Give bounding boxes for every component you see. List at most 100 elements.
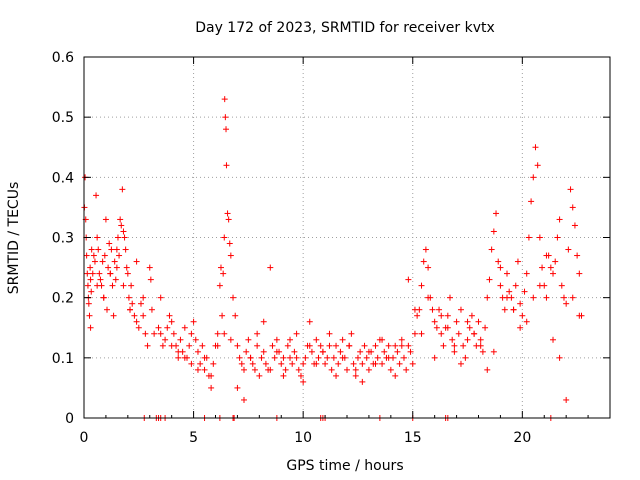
data-point (464, 336, 471, 343)
data-point (227, 336, 234, 343)
chart-title: Day 172 of 2023, SRMTID for receiver kvt… (195, 20, 495, 36)
data-point (350, 360, 357, 367)
y-tick-label: 0.2 (52, 291, 74, 307)
data-point (315, 354, 322, 361)
data-point (523, 318, 530, 325)
data-point (201, 366, 208, 373)
data-point (243, 348, 250, 355)
data-point (201, 354, 208, 361)
data-point (133, 318, 140, 325)
data-point (131, 312, 138, 319)
data-point (118, 222, 125, 229)
data-point (151, 330, 158, 337)
data-point (543, 294, 550, 301)
data-point (293, 354, 300, 361)
data-point (556, 216, 563, 223)
data-point (90, 252, 97, 259)
data-point (254, 342, 261, 349)
data-point (361, 342, 368, 349)
data-point (552, 258, 559, 265)
data-point (280, 372, 287, 379)
data-point (396, 360, 403, 367)
data-point (96, 270, 103, 277)
data-point (490, 228, 497, 235)
data-point (254, 330, 261, 337)
data-point (302, 354, 309, 361)
y-tick-label: 0.3 (52, 231, 74, 247)
data-point (236, 354, 243, 361)
data-point (457, 306, 464, 313)
data-point (155, 324, 162, 331)
data-point (124, 270, 131, 277)
data-point (88, 246, 95, 253)
x-tick-label: 0 (80, 430, 89, 446)
data-point (107, 270, 114, 277)
data-point (105, 264, 112, 271)
data-point (330, 354, 337, 361)
data-point (219, 312, 226, 319)
data-point (482, 324, 489, 331)
data-point (177, 336, 184, 343)
data-point (99, 258, 106, 265)
data-point (282, 366, 289, 373)
data-point (278, 360, 285, 367)
data-point (571, 222, 578, 229)
data-point (142, 330, 149, 337)
data-point (224, 210, 231, 217)
data-point (352, 372, 359, 379)
data-point (240, 366, 247, 373)
data-point (414, 312, 421, 319)
x-axis-title: GPS time / hours (286, 458, 403, 474)
data-point (493, 210, 500, 217)
data-point (563, 300, 570, 307)
data-point (322, 360, 329, 367)
data-point (510, 306, 517, 313)
data-point (451, 348, 458, 355)
data-point (563, 396, 570, 403)
data-point (403, 366, 410, 373)
data-point (119, 186, 126, 193)
data-point (112, 276, 119, 283)
data-point (162, 336, 169, 343)
data-point (433, 324, 440, 331)
data-point (313, 360, 320, 367)
data-point (354, 354, 361, 361)
data-point (503, 270, 510, 277)
data-point (89, 270, 96, 277)
data-point (289, 360, 296, 367)
data-point (464, 318, 471, 325)
data-point (381, 348, 388, 355)
data-point (280, 354, 287, 361)
data-point (210, 360, 217, 367)
data-point (344, 366, 350, 373)
data-point (208, 372, 215, 379)
y-tick-label: 0.6 (52, 50, 74, 66)
data-point (365, 348, 372, 355)
data-point (313, 336, 320, 343)
data-point (460, 342, 467, 349)
data-point (333, 342, 340, 349)
data-point (479, 348, 486, 355)
data-point (101, 252, 108, 259)
data-point (471, 330, 478, 337)
data-point (436, 306, 443, 313)
data-point (405, 276, 412, 283)
data-point (449, 336, 456, 343)
data-point (97, 276, 104, 283)
data-point (108, 246, 115, 253)
data-point (319, 348, 326, 355)
data-point (106, 240, 113, 247)
data-point (363, 354, 370, 361)
data-point (234, 384, 241, 391)
data-point (113, 264, 120, 271)
data-point (94, 234, 101, 241)
data-point (324, 354, 331, 361)
data-point (120, 282, 127, 289)
data-point (168, 318, 175, 325)
data-point (85, 300, 92, 307)
data-point (372, 360, 379, 367)
data-point (418, 282, 425, 289)
data-point (385, 354, 392, 361)
data-point (462, 354, 469, 361)
data-point (123, 264, 130, 271)
